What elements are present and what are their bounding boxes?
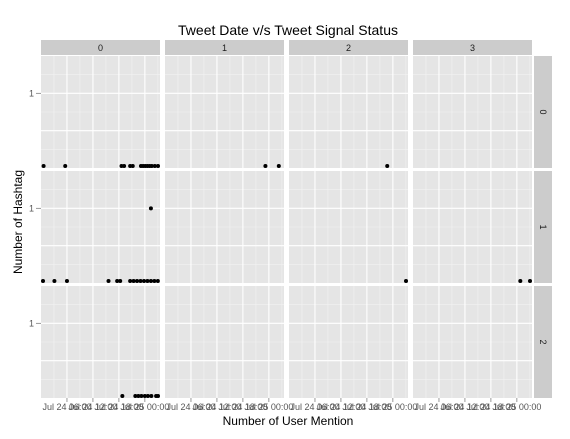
- facet-strip-col: [413, 40, 532, 55]
- panel-2-2: [289, 286, 408, 398]
- x-tick-label: Jul 24 12:00: [440, 402, 489, 412]
- data-point: [139, 394, 144, 398]
- data-point: [518, 279, 523, 283]
- x-tick-label: Jul 24 06:00: [42, 402, 91, 412]
- y-tick-label: 1: [29, 88, 34, 98]
- x-axis-title: Number of User Mention: [223, 414, 354, 428]
- data-point: [152, 164, 157, 168]
- data-point: [131, 279, 136, 283]
- panel-2-0: [289, 56, 408, 168]
- data-point: [149, 394, 154, 398]
- x-tick-label: Jul 24 12:00: [316, 402, 365, 412]
- facet-strip-row-label: 1: [538, 224, 548, 229]
- facet-strip-row-label: 0: [538, 109, 548, 114]
- data-point: [106, 279, 111, 283]
- facet-strip-row: [534, 171, 552, 283]
- x-tick-label: Jul 24 18:00: [94, 402, 143, 412]
- facet-strip-row-label: 2: [538, 339, 548, 344]
- data-point: [145, 394, 150, 398]
- data-point: [63, 164, 68, 168]
- panel-1-1: [165, 171, 284, 283]
- data-point: [404, 279, 408, 283]
- data-point: [128, 279, 133, 283]
- x-tick-label: Jul 24 06:00: [290, 402, 339, 412]
- facet-strip-row: [534, 56, 552, 168]
- data-point: [149, 164, 154, 168]
- facet-strip-col-label: 1: [222, 43, 227, 53]
- panel-0-2: [41, 286, 160, 398]
- x-tick-label: Jul 25 00:00: [244, 402, 293, 412]
- x-tick-label: Jul 25 00:00: [492, 402, 541, 412]
- x-tick-label: Jul 25 00:00: [120, 402, 169, 412]
- x-tick-label: Jul 24 06:00: [414, 402, 463, 412]
- data-point: [120, 394, 125, 398]
- facet-strip-col-label: 0: [98, 43, 103, 53]
- data-point: [141, 279, 146, 283]
- data-point: [156, 164, 160, 168]
- data-point: [155, 279, 160, 283]
- data-point: [41, 164, 46, 168]
- data-point: [130, 164, 135, 168]
- data-point: [64, 279, 69, 283]
- data-point: [135, 279, 140, 283]
- chart-title: Tweet Date v/s Tweet Signal Status: [178, 22, 398, 38]
- x-tick-label: Jul 24 18:00: [466, 402, 515, 412]
- y-tick-label: 1: [29, 203, 34, 213]
- panel-0-0: [41, 56, 160, 168]
- data-point: [276, 164, 281, 168]
- panel-3-0: [413, 56, 532, 168]
- panel-2-1: [289, 171, 408, 283]
- x-tick-label: Jul 24 18:00: [342, 402, 391, 412]
- panel-1-2: [165, 286, 284, 398]
- data-point: [152, 279, 157, 283]
- x-tick-label: Jul 24 12:00: [192, 402, 241, 412]
- data-point: [136, 394, 141, 398]
- facet-strip-col: [41, 40, 160, 55]
- x-tick-label: Jul 25 00:00: [368, 402, 417, 412]
- panel-3-1: [413, 171, 532, 283]
- facet-strip-row: [534, 286, 552, 398]
- data-point: [133, 394, 138, 398]
- data-point: [115, 279, 120, 283]
- x-tick-label: Jul 24 12:00: [68, 402, 117, 412]
- facet-strip-col: [165, 40, 284, 55]
- data-point: [41, 279, 45, 283]
- data-point: [138, 279, 143, 283]
- data-point: [156, 394, 160, 398]
- data-point: [52, 279, 57, 283]
- x-tick-label: Jul 24 18:00: [218, 402, 267, 412]
- x-tick-label: Jul 24 06:00: [166, 402, 215, 412]
- facet-strip-col-label: 2: [346, 43, 351, 53]
- data-point: [148, 279, 153, 283]
- data-point: [118, 279, 123, 283]
- panel-1-0: [165, 56, 284, 168]
- data-point: [122, 164, 127, 168]
- data-point: [528, 279, 532, 283]
- panel-0-1: [41, 171, 160, 283]
- data-point: [148, 206, 153, 211]
- y-tick-label: 1: [29, 318, 34, 328]
- panel-3-2: [413, 286, 532, 398]
- data-point: [263, 164, 268, 168]
- data-point: [145, 279, 150, 283]
- data-point: [385, 164, 390, 168]
- data-point: [142, 394, 147, 398]
- y-axis-title: Number of Hashtag: [11, 170, 25, 274]
- facet-strip-col-label: 3: [470, 43, 475, 53]
- facet-strip-col: [289, 40, 408, 55]
